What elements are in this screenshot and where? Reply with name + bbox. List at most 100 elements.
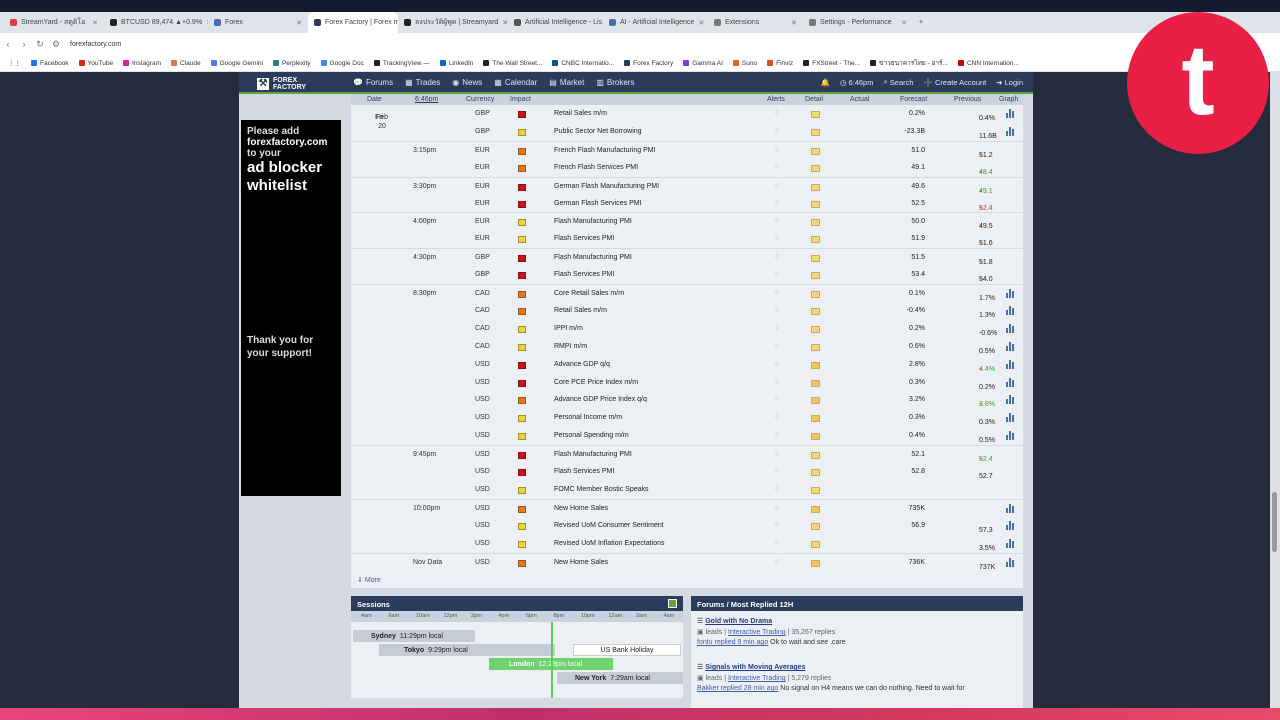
calendar-row[interactable]: EUR French Flash Services PMI ◊ 49.1 48.4 ◂ [351, 159, 1023, 177]
alert-bell-icon[interactable]: ◊ [775, 218, 779, 226]
calendar-row[interactable]: USD Flash Services PMI ◊ 52.8 52.7 [351, 463, 1023, 481]
browser-tab[interactable]: Extensions ✕ [708, 12, 803, 33]
bookmark-item[interactable]: CNBC Internatio... [552, 60, 614, 67]
graph-icon[interactable] [1006, 520, 1015, 530]
graph-icon[interactable] [1006, 503, 1015, 513]
row-event[interactable]: Retail Sales m/m [554, 306, 607, 314]
row-event[interactable]: Revised UoM Inflation Expectations [554, 539, 665, 547]
alert-bell-icon[interactable]: ◊ [775, 199, 779, 207]
forexfactory-logo[interactable]: ⚒ FOREX FACTORY [257, 76, 317, 92]
calendar-row[interactable]: 10:00pm USD New Home Sales ◊ 735K [351, 498, 1023, 517]
bookmark-item[interactable]: Google Gemini [210, 60, 263, 67]
login-link[interactable]: ➜ Login [996, 77, 1023, 87]
row-event[interactable]: French Flash Manufacturing PMI [554, 146, 656, 154]
bookmark-item[interactable]: Instagram [123, 60, 161, 67]
row-event[interactable]: Personal Income m/m [554, 414, 623, 422]
browser-tab[interactable]: StreamYard - สตูดิโอ ✕ [4, 12, 104, 33]
col-graph[interactable]: Graph [999, 96, 1019, 103]
detail-folder-icon[interactable] [811, 397, 820, 405]
close-tab-icon[interactable]: ✕ [92, 19, 98, 27]
forward-icon[interactable]: › [22, 39, 26, 49]
alert-bell-icon[interactable]: ◊ [775, 468, 779, 475]
row-event[interactable]: FOMC Member Bostic Speaks [554, 485, 649, 493]
row-event[interactable]: Core PCE Price Index m/m [554, 378, 639, 386]
apps-icon[interactable]: ⋮⋮ [8, 60, 21, 67]
browser-tab[interactable]: BTCUSD 89,474 ▲+0.9%✕ [104, 12, 208, 33]
col-time[interactable]: 6:46pm [415, 96, 439, 103]
calendar-row[interactable]: EUR German Flash Services PMI ◊ 52.5 52.4 ◂ [351, 195, 1023, 213]
detail-folder-icon[interactable] [811, 255, 820, 263]
forum-category-link[interactable]: Interactive Trading [728, 629, 786, 636]
calendar-row[interactable]: USD Advance GDP Price Index q/q ◊ 3.2% 3.8% ◂ [351, 391, 1023, 409]
detail-folder-icon[interactable] [811, 111, 820, 118]
detail-folder-icon[interactable] [811, 361, 820, 369]
calendar-row[interactable]: USD FOMC Member Bostic Speaks ◊ [351, 481, 1023, 499]
detail-folder-icon[interactable] [811, 540, 820, 548]
detail-folder-icon[interactable] [811, 559, 820, 567]
alert-bell-icon[interactable]: ◊ [775, 271, 779, 279]
detail-folder-icon[interactable] [811, 291, 820, 298]
bookmark-item[interactable]: Facebook [31, 60, 69, 67]
browser-tab[interactable]: Forex ✕ [208, 12, 308, 33]
alert-bell-icon[interactable]: ◊ [775, 414, 779, 422]
bell-icon[interactable]: 🔔 [820, 77, 830, 87]
detail-folder-icon[interactable] [811, 505, 820, 513]
reload-icon[interactable]: ↻ [36, 38, 44, 49]
detail-folder-icon[interactable] [811, 236, 820, 244]
alert-bell-icon[interactable]: ◊ [775, 521, 779, 529]
browser-tab[interactable]: Artificial Intelligence - Lis✕ [508, 12, 603, 33]
bookmark-item[interactable]: LinkedIn [439, 60, 473, 67]
new-tab-button[interactable]: + [919, 19, 924, 26]
browser-tab[interactable]: AI - Artificial Intelligence ✕ [603, 12, 708, 33]
row-event[interactable]: IPPI m/m [554, 324, 583, 332]
close-tab-icon[interactable]: ✕ [202, 19, 208, 27]
alert-bell-icon[interactable]: ◊ [775, 146, 779, 154]
alert-bell-icon[interactable]: ◊ [775, 235, 779, 243]
col-detail[interactable]: Detail [805, 96, 823, 103]
alert-bell-icon[interactable]: ◊ [775, 396, 779, 404]
alert-bell-icon[interactable]: ◊ [775, 451, 779, 459]
row-event[interactable]: German Flash Manufacturing PMI [554, 182, 660, 190]
calendar-row[interactable]: USD Personal Spending m/m ◊ 0.4% 0.5% [351, 427, 1023, 445]
nav-trades[interactable]: ▦ Trades [405, 78, 440, 87]
row-event[interactable]: Advance GDP q/q [554, 360, 610, 368]
alert-bell-icon[interactable]: ◊ [775, 290, 779, 297]
calendar-row[interactable]: Fri Feb 20 GBP Retail Sales m/m ◊ 0.2% 0.4% [351, 105, 1023, 130]
bookmark-item[interactable]: Forex Factory [624, 60, 673, 67]
bookmark-item[interactable]: Gamma AI [683, 60, 723, 67]
calendar-row[interactable]: GBP Public Sector Net Borrowing ◊ -23.3B 11.… [351, 123, 1023, 141]
graph-icon[interactable] [1006, 323, 1015, 333]
create-account-link[interactable]: ➕ Create Account [923, 77, 987, 87]
alert-bell-icon[interactable]: ◊ [775, 306, 779, 314]
graph-icon[interactable] [1006, 359, 1015, 369]
calendar-row[interactable]: Nov Data USD New Home Sales ◊ 736K 737K [351, 552, 1023, 571]
detail-folder-icon[interactable] [811, 307, 820, 315]
calendar-row[interactable]: 4:00pm EUR Flash Manufacturing PMI ◊ 50.0 49.… [351, 212, 1023, 230]
bookmark-item[interactable]: Google Doc [320, 60, 364, 67]
forum-last-reply-link[interactable]: fontu replied 9 min ago [697, 639, 769, 646]
alert-bell-icon[interactable]: ◊ [775, 163, 779, 171]
nav-market[interactable]: ▤ Market [549, 78, 584, 87]
bookmark-item[interactable]: The Wall Street... [483, 60, 542, 67]
col-impact[interactable]: Impact [510, 96, 532, 103]
graph-icon[interactable] [1006, 305, 1015, 315]
forum-thread-title[interactable]: Signals with Moving Averages [705, 664, 806, 671]
row-event[interactable]: RMPI m/m [554, 342, 588, 350]
row-event[interactable]: Public Sector Net Borrowing [554, 127, 642, 135]
detail-folder-icon[interactable] [811, 343, 820, 351]
col-forecast[interactable]: Forecast [900, 96, 928, 103]
bookmark-item[interactable]: Finviz [767, 60, 793, 67]
detail-folder-icon[interactable] [811, 415, 820, 423]
alert-bell-icon[interactable]: ◊ [775, 324, 779, 332]
nav-news[interactable]: ◉ News [452, 78, 482, 87]
detail-folder-icon[interactable] [811, 183, 820, 191]
close-tab-icon[interactable]: ✕ [296, 19, 302, 27]
page-scrollbar[interactable] [1270, 72, 1280, 708]
close-tab-icon[interactable]: ✕ [698, 19, 705, 27]
alert-bell-icon[interactable]: ◊ [775, 539, 779, 547]
calendar-row[interactable]: 9:45pm USD Flash Manufacturing PMI ◊ 52.1 52.… [351, 445, 1023, 463]
row-event[interactable]: Flash Manufacturing PMI [554, 451, 632, 459]
graph-icon[interactable] [1006, 377, 1015, 387]
calendar-row[interactable]: CAD Retail Sales m/m ◊ -0.4% 1.3% [351, 302, 1023, 320]
calendar-row[interactable]: CAD IPPI m/m ◊ 0.2% -0.6% [351, 320, 1023, 338]
